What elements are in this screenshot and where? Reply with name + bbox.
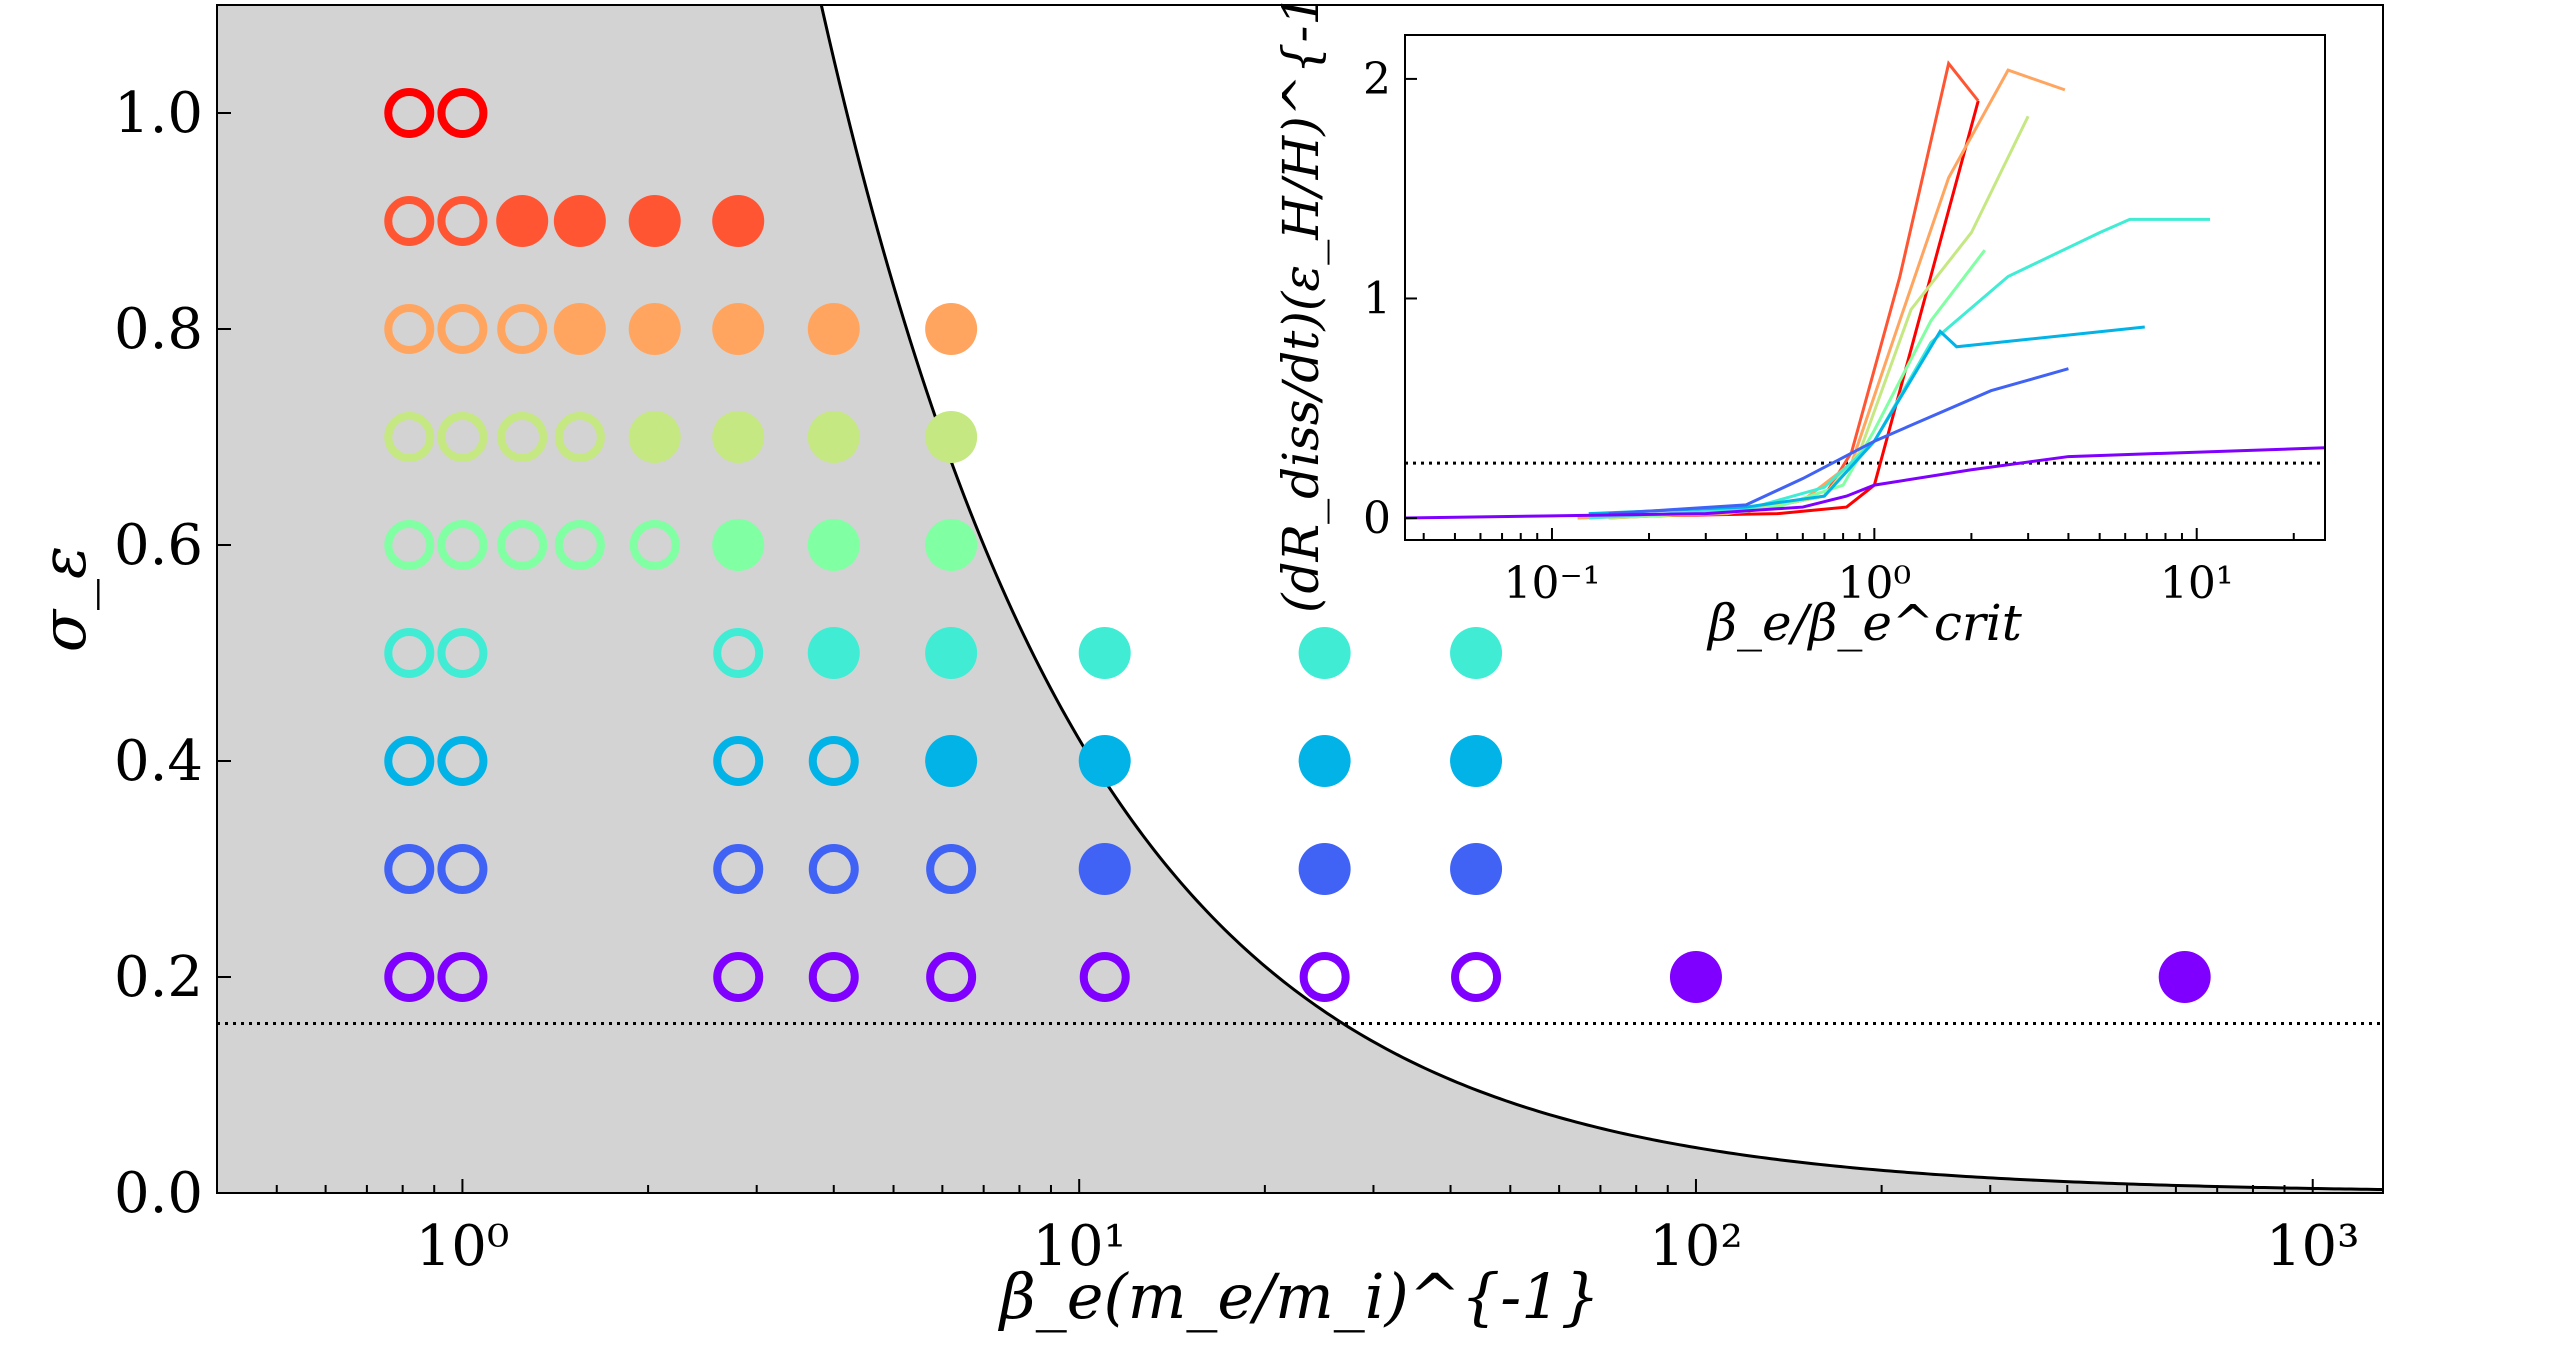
inset-y-axis-label: (dR_diss/dt)(ε_H/H)^{-1}: [1272, 0, 1330, 613]
inset-y-tick-label: 2: [1363, 54, 1391, 105]
filled-marker: [1299, 627, 1351, 679]
filled-marker: [2159, 951, 2211, 1003]
filled-marker: [1079, 735, 1131, 787]
filled-marker: [1450, 735, 1502, 787]
inset-x-tick-label: 10¹: [2160, 558, 2234, 609]
inset-y-tick-label: 0: [1363, 493, 1391, 544]
filled-marker: [554, 195, 606, 247]
y-tick-label: 0.6: [114, 513, 203, 578]
filled-marker: [925, 735, 977, 787]
y-tick-label: 0.8: [114, 297, 203, 362]
y-tick-label: 0.0: [114, 1161, 203, 1226]
y-tick-label: 0.4: [114, 729, 203, 794]
filled-marker: [629, 195, 681, 247]
filled-marker: [496, 195, 548, 247]
y-tick-label: 1.0: [114, 81, 203, 146]
x-tick-label: 10⁰: [416, 1214, 510, 1279]
filled-marker: [629, 303, 681, 355]
y-tick-label: 0.2: [114, 945, 203, 1010]
inset-y-tick-label: 1: [1363, 273, 1391, 324]
inset-x-tick-label: 10⁻¹: [1504, 558, 1601, 609]
filled-marker: [925, 627, 977, 679]
filled-marker: [1450, 627, 1502, 679]
filled-marker: [1299, 843, 1351, 895]
filled-marker: [808, 519, 860, 571]
filled-marker: [808, 627, 860, 679]
filled-marker: [1670, 951, 1722, 1003]
filled-marker: [554, 303, 606, 355]
y-axis-label: σ_ε: [27, 546, 100, 653]
filled-marker: [712, 411, 764, 463]
filled-marker: [712, 303, 764, 355]
filled-marker: [1450, 843, 1502, 895]
filled-marker: [808, 411, 860, 463]
filled-marker: [629, 411, 681, 463]
x-tick-label: 10²: [1649, 1214, 1743, 1279]
filled-marker: [925, 411, 977, 463]
filled-marker: [1079, 627, 1131, 679]
inset-x-axis-label: β_e/β_e^crit: [1706, 594, 2023, 652]
figure-svg: 10⁰ 10¹ 10² 10³ 0.0 0.2 0.4 0.6 0.8 1.0 β_e(m_e/m_…: [0, 0, 2560, 1343]
filled-marker: [712, 195, 764, 247]
x-tick-label: 10³: [2266, 1214, 2360, 1279]
filled-marker: [1079, 843, 1131, 895]
filled-marker: [925, 303, 977, 355]
filled-marker: [712, 519, 764, 571]
figure: 10⁰ 10¹ 10² 10³ 0.0 0.2 0.4 0.6 0.8 1.0 β_e(m_e/m_…: [0, 0, 2560, 1343]
x-axis-label: β_e(m_e/m_i)^{-1}: [998, 1260, 1600, 1333]
filled-marker: [925, 519, 977, 571]
filled-marker: [1299, 735, 1351, 787]
filled-marker: [808, 303, 860, 355]
